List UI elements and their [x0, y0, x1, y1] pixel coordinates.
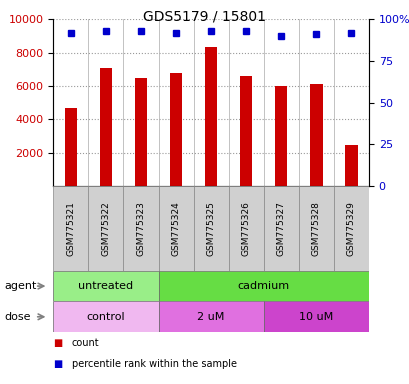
Bar [204, 47, 217, 186]
Text: GSM775326: GSM775326 [241, 201, 250, 256]
Bar [333, 186, 368, 271]
Text: 10 uM: 10 uM [299, 312, 333, 322]
Bar [65, 108, 77, 186]
Bar [123, 186, 158, 271]
Bar [99, 68, 112, 186]
Text: ■: ■ [53, 359, 63, 369]
Bar [263, 301, 368, 332]
Text: untreated: untreated [78, 281, 133, 291]
Bar [53, 186, 88, 271]
Text: GSM775323: GSM775323 [136, 201, 145, 256]
Bar [298, 186, 333, 271]
Text: GSM775329: GSM775329 [346, 201, 355, 256]
Bar [158, 301, 263, 332]
Bar [344, 145, 357, 186]
Text: agent: agent [4, 281, 36, 291]
Bar [274, 86, 287, 186]
Bar [310, 83, 322, 186]
Text: GSM775322: GSM775322 [101, 201, 110, 256]
Text: GSM775325: GSM775325 [206, 201, 215, 256]
Bar [53, 271, 158, 301]
Bar [135, 78, 147, 186]
Bar [240, 76, 252, 186]
Text: control: control [86, 312, 125, 322]
Text: GSM775328: GSM775328 [311, 201, 320, 256]
Bar [158, 186, 193, 271]
Text: GSM775324: GSM775324 [171, 201, 180, 256]
Bar [193, 186, 228, 271]
Text: percentile rank within the sample: percentile rank within the sample [72, 359, 236, 369]
Bar [158, 271, 368, 301]
Text: 2 uM: 2 uM [197, 312, 224, 322]
Bar [88, 186, 123, 271]
Bar [263, 186, 298, 271]
Text: GDS5179 / 15801: GDS5179 / 15801 [143, 10, 266, 23]
Text: ■: ■ [53, 338, 63, 348]
Text: GSM775321: GSM775321 [66, 201, 75, 256]
Bar [228, 186, 263, 271]
Text: GSM775327: GSM775327 [276, 201, 285, 256]
Text: count: count [72, 338, 99, 348]
Bar [53, 301, 158, 332]
Text: cadmium: cadmium [237, 281, 289, 291]
Text: dose: dose [4, 312, 31, 322]
Bar [169, 73, 182, 186]
